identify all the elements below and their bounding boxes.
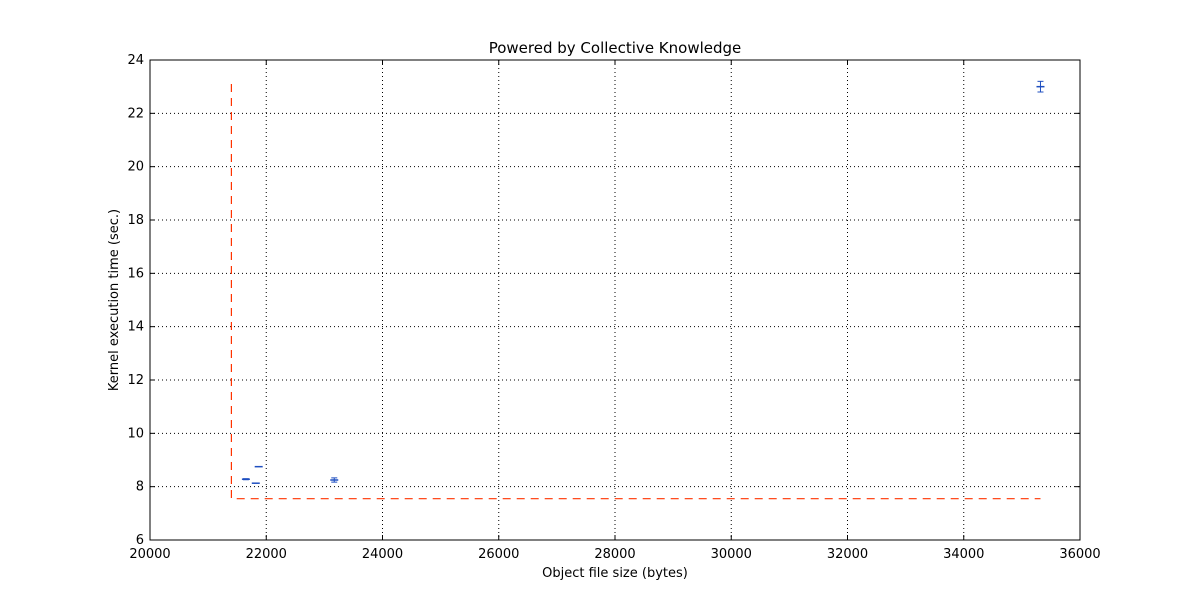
x-tick-label: 26000 [478,547,519,562]
x-tick-label: 20000 [129,547,170,562]
y-tick-label: 22 [127,106,144,121]
data-layer [230,80,1045,500]
x-tick-label: 32000 [827,547,868,562]
chart-title: Powered by Collective Knowledge [489,39,742,57]
y-tick-label: 14 [127,320,144,335]
x-axis-label: Object file size (bytes) [542,566,688,581]
grid-lines [150,60,1080,540]
y-tick-label: 24 [127,53,144,68]
x-tick-label: 24000 [362,547,403,562]
x-tick-label: 34000 [943,547,984,562]
y-tick-label: 12 [127,373,144,388]
data-point [1036,80,1045,93]
axis-ticks: 20000 22000 24000 26000 28000 30000 32000 34000… [127,53,1100,562]
x-tick-label: 30000 [711,547,752,562]
y-tick-label: 16 [127,266,144,281]
y-tick-label: 10 [127,426,144,441]
data-point [330,477,339,483]
pareto-frontier-line [230,84,1041,500]
y-tick-label: 18 [127,213,144,228]
x-tick-label: 28000 [594,547,635,562]
x-tick-label: 36000 [1059,547,1100,562]
y-tick-label: 20 [127,160,144,175]
y-tick-label: 8 [136,480,144,495]
y-tick-label: 6 [136,533,144,548]
data-point [241,478,250,481]
y-axis-label: Kernel execution time (sec.) [107,209,122,391]
x-tick-label: 22000 [246,547,287,562]
